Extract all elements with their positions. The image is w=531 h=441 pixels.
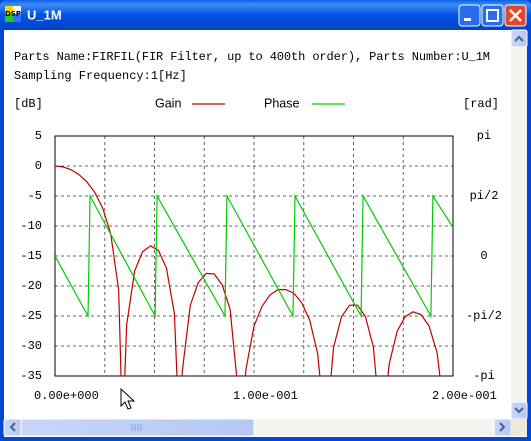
icon-label: DSP	[5, 10, 21, 18]
y-tick-label: -30	[20, 339, 42, 353]
y2-axis-label: [rad]	[463, 97, 499, 111]
y-tick-label: -20	[20, 279, 42, 293]
x-tick-label: 1.00e-001	[233, 389, 298, 403]
vertical-scrollbar[interactable]	[510, 29, 528, 420]
series-line	[55, 193, 453, 319]
y-tick-label: -5	[28, 189, 42, 203]
y2-tick-label: pi/2	[470, 189, 499, 203]
y-tick-label: -15	[20, 249, 42, 263]
x-tick-label: 2.00e-001	[432, 389, 497, 403]
horizontal-scrollbar[interactable]	[3, 418, 527, 437]
y2-tick-label: 0	[480, 249, 487, 263]
maximize-button[interactable]	[481, 4, 504, 27]
y-tick-label: -35	[20, 369, 42, 383]
parts-name: Parts Name:FIRFIL(FIR Filter, up to 400t…	[14, 50, 490, 64]
y-tick-label: -10	[20, 219, 42, 233]
y2-tick-label: -pi	[473, 369, 495, 383]
y-tick-label: 0	[35, 159, 42, 173]
y-tick-label: -25	[20, 309, 42, 323]
y2-tick-label: -pi/2	[466, 309, 502, 323]
title-bar	[0, 0, 531, 30]
close-button[interactable]	[504, 4, 527, 27]
legend-label: Phase	[264, 96, 299, 110]
plot: 5 0 -5 -10 -15 -20 -25 -30 -35 pi pi/2 0 -pi/2 -pi 0.0…	[20, 96, 502, 403]
y-axis-label: [dB]	[14, 97, 43, 111]
minimize-button[interactable]	[458, 4, 481, 27]
client-area	[4, 30, 527, 437]
x-tick-label: 0.00e+000	[34, 389, 99, 403]
app-icon: DSP	[5, 6, 21, 22]
y2-tick-label: pi	[477, 129, 491, 143]
window-title: U_1M	[27, 7, 62, 22]
legend-label: Gain	[155, 96, 181, 110]
mouse-cursor	[120, 387, 136, 410]
y-tick-label: 5	[35, 129, 42, 143]
sampling-frequency: Sampling Frequency:1[Hz]	[14, 69, 187, 83]
